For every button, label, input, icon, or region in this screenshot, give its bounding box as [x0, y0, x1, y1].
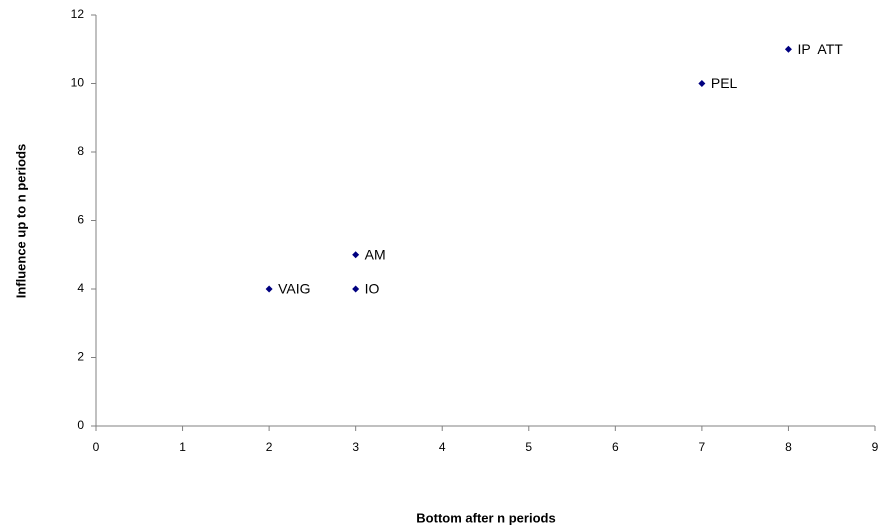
- x-tick-label: 1: [179, 440, 186, 454]
- y-tick-label: 12: [71, 7, 85, 21]
- y-axis-title: Influence up to n periods: [13, 144, 28, 299]
- x-tick-label: 4: [439, 440, 446, 454]
- y-tick-label: 4: [77, 281, 84, 295]
- x-tick-label: 9: [872, 440, 879, 454]
- y-tick-label: 8: [77, 144, 84, 158]
- y-tick-label: 2: [77, 350, 84, 364]
- x-tick-label: 2: [266, 440, 273, 454]
- x-tick-label: 7: [699, 440, 706, 454]
- x-tick-label: 0: [93, 440, 100, 454]
- point: [352, 251, 360, 259]
- y-tick-label: 6: [77, 213, 84, 227]
- point-label: AM: [365, 246, 386, 262]
- point: [352, 285, 360, 293]
- point-label: VAIG: [278, 281, 310, 297]
- point: [698, 80, 706, 87]
- x-tick-label: 8: [785, 440, 792, 454]
- point-label: IP ATT: [797, 41, 843, 57]
- x-tick-label: 6: [612, 440, 619, 454]
- y-tick-label: 0: [77, 418, 84, 432]
- x-tick-label: 5: [525, 440, 532, 454]
- y-tick-label: 10: [71, 76, 85, 90]
- x-axis-title: Bottom after n periods: [416, 510, 555, 525]
- point-label: IO: [365, 281, 380, 297]
- point: [265, 285, 273, 293]
- point-label: PEL: [711, 75, 738, 91]
- x-tick-label: 3: [352, 440, 359, 454]
- point: [784, 45, 792, 53]
